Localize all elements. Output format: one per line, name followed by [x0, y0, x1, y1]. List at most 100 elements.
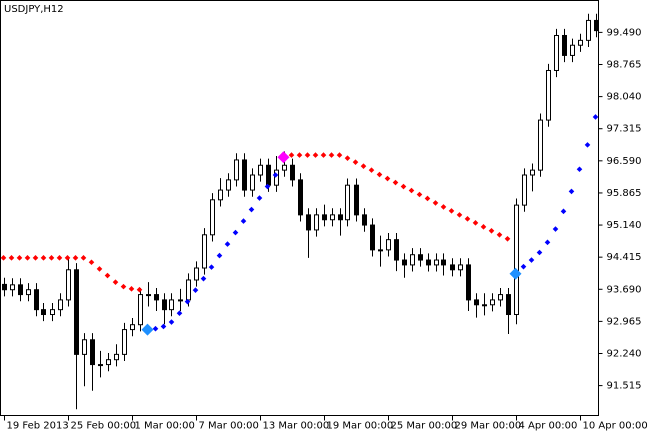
candle-body: [98, 364, 103, 367]
candle-body: [130, 324, 135, 331]
indicator-dot: [592, 114, 599, 120]
candle-body: [258, 164, 263, 176]
indicator-dot: [488, 228, 495, 234]
indicator-dot: [384, 175, 391, 182]
candle-body: [202, 234, 207, 269]
candle-body: [441, 259, 446, 266]
indicator-dot: [576, 166, 583, 173]
indicator-dot: [160, 323, 167, 330]
candle-body: [10, 284, 15, 291]
candle-body: [114, 353, 119, 361]
indicator-dot: [248, 206, 255, 213]
indicator-dot: [104, 272, 111, 279]
indicator-dot: [352, 159, 359, 165]
y-tick-label: 95.140: [607, 220, 642, 231]
y-tick-label: 92.240: [607, 348, 642, 359]
candle-body: [562, 34, 567, 56]
candle-body: [586, 19, 591, 41]
x-tick-label: 10 Apr 00:00: [583, 421, 648, 432]
indicator-dot: [112, 279, 119, 285]
candle-body: [482, 304, 487, 307]
indicator-dot: [128, 286, 135, 292]
candle-body: [490, 299, 495, 306]
candle-body: [106, 359, 111, 366]
candle-body: [18, 284, 23, 296]
candle-body: [570, 44, 575, 56]
indicator-dot: [328, 152, 335, 158]
y-tick-label: 98.765: [607, 59, 642, 70]
candle-body: [498, 294, 503, 301]
indicator-dot: [320, 152, 327, 158]
candle-body: [146, 294, 151, 297]
candle-body: [226, 179, 231, 191]
candle-body: [90, 339, 95, 366]
y-tick-label: 91.515: [607, 381, 642, 392]
indicator-dot: [120, 283, 127, 290]
indicator-dot: [552, 226, 559, 232]
indicator-dot: [360, 163, 367, 169]
x-tick-label: 25 Mar 00:00: [391, 421, 458, 432]
indicator-dot: [232, 229, 239, 236]
candle-body: [578, 39, 583, 46]
indicator-dot: [64, 255, 71, 261]
y-tick-label: 94.415: [607, 252, 642, 263]
candle-body: [370, 224, 375, 251]
indicator-dot: [408, 187, 415, 194]
x-tick-label: 1 Mar 00:00: [135, 421, 195, 432]
candle-body: [530, 169, 535, 176]
indicator-dot: [456, 212, 463, 218]
indicator-dot: [440, 204, 447, 210]
candle-body: [474, 299, 479, 306]
indicator-dot: [344, 155, 351, 161]
candle-body: [26, 289, 31, 296]
x-tick-label: 19 Mar 00:00: [327, 421, 394, 432]
indicator-dot: [368, 167, 375, 173]
indicator-dot: [376, 171, 383, 178]
candle-body: [338, 214, 343, 221]
indicator-dot: [16, 255, 23, 261]
candle-body: [306, 214, 311, 231]
candle-body: [322, 214, 327, 221]
x-tick-label: 7 Mar 00:00: [199, 421, 259, 432]
candle-body: [410, 254, 415, 266]
signal-marker: [277, 151, 290, 164]
candle-body: [546, 69, 551, 121]
indicator-dot: [176, 310, 183, 316]
candle-body: [434, 259, 439, 266]
indicator-dot: [216, 252, 223, 259]
indicator-dot: [80, 255, 87, 261]
y-tick-label: 99.490: [607, 27, 642, 38]
candle-body: [378, 249, 383, 252]
indicator-dot: [8, 255, 15, 261]
signal-marker: [141, 323, 154, 336]
candle-body: [210, 199, 215, 236]
y-tick-label: 96.590: [607, 156, 642, 167]
indicator-dot: [152, 325, 159, 332]
indicator-dot: [544, 239, 551, 246]
candle-body: [514, 204, 519, 316]
candle-body: [194, 267, 199, 281]
candle-body: [274, 169, 279, 186]
indicator-dot: [192, 287, 199, 293]
indicator-dot: [256, 195, 263, 201]
indicator-dot: [208, 264, 215, 270]
indicator-dot: [536, 249, 543, 256]
candle-body: [138, 294, 143, 326]
indicator-dot: [200, 275, 207, 282]
indicator-dot: [296, 152, 303, 158]
signal-marker: [509, 267, 522, 280]
candle-body: [50, 309, 55, 316]
candle-body: [178, 299, 183, 302]
indicator-dot: [528, 257, 535, 263]
candle-body: [298, 179, 303, 216]
candle-body: [242, 159, 247, 191]
candle-body: [345, 184, 350, 221]
indicator-dot: [264, 183, 271, 190]
y-tick-label: 93.690: [607, 284, 642, 295]
candle-body: [154, 294, 159, 301]
candle-body: [290, 164, 295, 181]
indicator-dot: [312, 152, 319, 158]
candle-body: [169, 299, 174, 311]
candle-body: [234, 159, 239, 181]
indicator-dot: [400, 183, 407, 190]
